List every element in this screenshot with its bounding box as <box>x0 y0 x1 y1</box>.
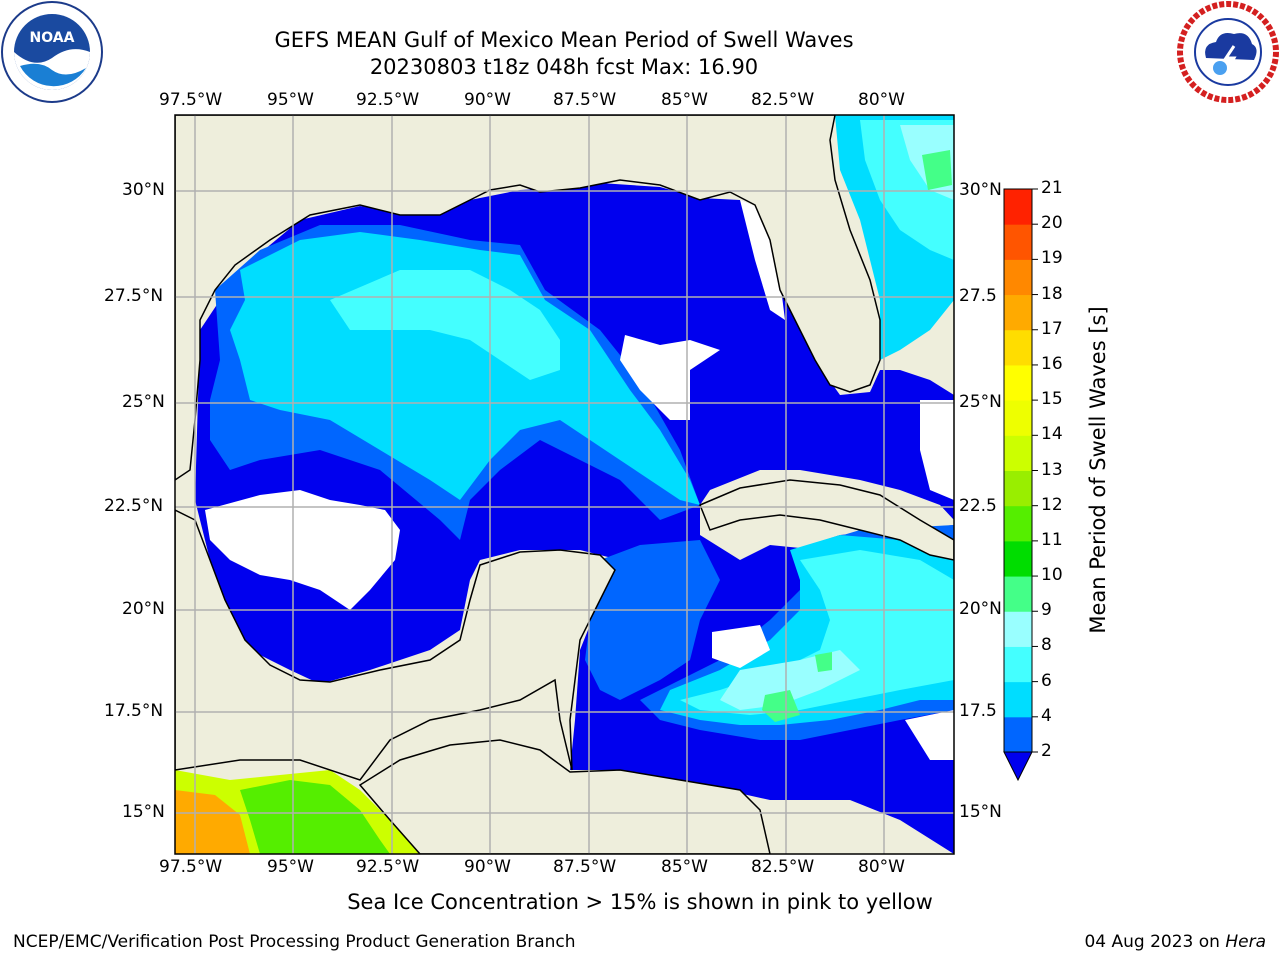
colorbar <box>1004 189 1032 753</box>
map-area <box>175 115 954 854</box>
colorbar-tick-label: 14 <box>1041 424 1063 445</box>
colorbar-segment <box>1004 189 1032 225</box>
lat-label-left: 25°N <box>122 392 165 412</box>
colorbar-tick-label: 2 <box>1041 741 1052 761</box>
noaa-logo-text: NOAA <box>30 30 75 46</box>
lat-label-left: 27.5°N <box>104 286 164 306</box>
colorbar-segment <box>1004 646 1032 683</box>
missing-data-se2 <box>920 400 954 500</box>
lon-label-top: 85°W <box>661 90 708 110</box>
lat-label-right: 27.5 <box>959 286 997 306</box>
lat-label-left: 20°N <box>122 599 165 619</box>
colorbar-segment <box>1004 364 1032 401</box>
lat-label-right: 17.5 <box>959 701 997 721</box>
colorbar-segment <box>1004 576 1032 612</box>
lat-label-left: 17.5°N <box>104 701 164 721</box>
lat-label-right: 30°N <box>959 180 1002 200</box>
colorbar-tick-label: 16 <box>1041 353 1063 374</box>
lon-label-bottom: 97.5°W <box>159 857 223 877</box>
missing-data-east-gulf <box>620 335 720 420</box>
map-frame <box>174 114 955 855</box>
lon-label-top: 90°W <box>464 90 511 110</box>
lon-label-bottom: 95°W <box>267 857 314 877</box>
colorbar-tick-label: 8 <box>1041 635 1052 656</box>
colorbar-tick-label: 4 <box>1041 705 1052 726</box>
colorbar-tick-label: 12 <box>1041 494 1063 515</box>
missing-data-campeche <box>205 490 400 610</box>
lat-label-right: 25°N <box>959 392 1002 412</box>
lon-label-top: 82.5°W <box>751 90 815 110</box>
lon-label-bottom: 80°W <box>858 857 905 877</box>
colorbar-tick-label: 10 <box>1041 565 1063 586</box>
noaa-logo: NOAA <box>1 1 103 103</box>
lon-label-bottom: 90°W <box>464 857 511 877</box>
swell-region-atlantic-9to10 <box>922 150 952 190</box>
plot-subtitle: 20230803 t18z 048h fcst Max: 16.90 <box>369 55 759 79</box>
lon-label-bottom: 82.5°W <box>751 857 815 877</box>
map-gridlines <box>175 115 954 854</box>
colorbar-segment <box>1004 470 1032 507</box>
lat-label-right: 22.5 <box>959 496 997 516</box>
missing-data-se <box>905 710 954 760</box>
swell-region-carib-6to8 <box>680 550 954 715</box>
lon-label-top: 95°W <box>267 90 314 110</box>
land-us-gulf-coast <box>175 115 881 481</box>
swell-region-carib-9to10 <box>762 690 800 722</box>
lat-label-left: 30°N <box>122 180 165 200</box>
lat-label-right: 20°N <box>959 599 1002 619</box>
nws-logo <box>1177 1 1279 103</box>
land-central-america <box>358 739 771 854</box>
colorbar-segment <box>1004 716 1032 753</box>
colorbar-segment <box>1004 611 1032 647</box>
colorbar-segment <box>1004 294 1032 331</box>
swell-region-pacific-16to17 <box>175 790 250 854</box>
plot-title: GEFS MEAN Gulf of Mexico Mean Period of … <box>274 28 854 52</box>
colorbar-segment <box>1004 329 1032 366</box>
lon-label-top: 80°W <box>858 90 905 110</box>
colorbar-tick-label: 21 <box>1041 178 1063 198</box>
colorbar-tick-label: 18 <box>1041 283 1063 304</box>
colorbar-tick-label: 6 <box>1041 670 1052 691</box>
generation-date: 04 Aug 2023 on Hera <box>1084 932 1266 952</box>
missing-data-west-fl <box>740 200 785 320</box>
colorbar-tick-label: 13 <box>1041 459 1063 480</box>
producer-credit: NCEP/EMC/Verification Post Processing Pr… <box>13 932 576 952</box>
swell-region-carib-9to10-b <box>815 652 832 672</box>
lat-label-left: 22.5°N <box>104 496 164 516</box>
lon-label-bottom: 92.5°W <box>356 857 420 877</box>
lon-label-top: 87.5°W <box>553 90 617 110</box>
missing-data-caribbean <box>712 625 770 668</box>
colorbar-segment <box>1004 400 1032 436</box>
colorbar-tick-label: 11 <box>1041 529 1063 550</box>
lon-label-bottom: 85°W <box>661 857 708 877</box>
colorbar-ticks <box>1032 188 1038 753</box>
land-cuba <box>699 479 954 561</box>
lat-label-left: 15°N <box>122 802 165 822</box>
colorbar-tick-label: 17 <box>1041 318 1063 339</box>
colorbar-segment <box>1004 681 1032 718</box>
colorbar-segment <box>1004 259 1032 296</box>
host-name: Hera <box>1225 932 1266 952</box>
colorbar-under-triangle <box>1003 751 1033 782</box>
colorbar-segment <box>1004 435 1032 471</box>
date-text: 04 Aug 2023 on <box>1084 932 1226 952</box>
colorbar-tick-label: 9 <box>1041 600 1052 621</box>
lon-label-top: 97.5°W <box>159 90 223 110</box>
swell-region-pacific-11to12 <box>240 780 390 854</box>
colorbar-segment <box>1004 540 1032 577</box>
lon-label-top: 92.5°W <box>356 90 420 110</box>
colorbar-tick-label: 15 <box>1041 389 1063 410</box>
colorbar-segment <box>1004 224 1032 260</box>
colorbar-tick-label: 20 <box>1041 213 1063 234</box>
lat-label-right: 15°N <box>959 802 1002 822</box>
colorbar-tick-label: 19 <box>1041 248 1063 269</box>
lon-label-bottom: 87.5°W <box>553 857 617 877</box>
sea-ice-note: Sea Ice Concentration > 15% is shown in … <box>347 890 933 914</box>
colorbar-segment <box>1004 505 1032 542</box>
